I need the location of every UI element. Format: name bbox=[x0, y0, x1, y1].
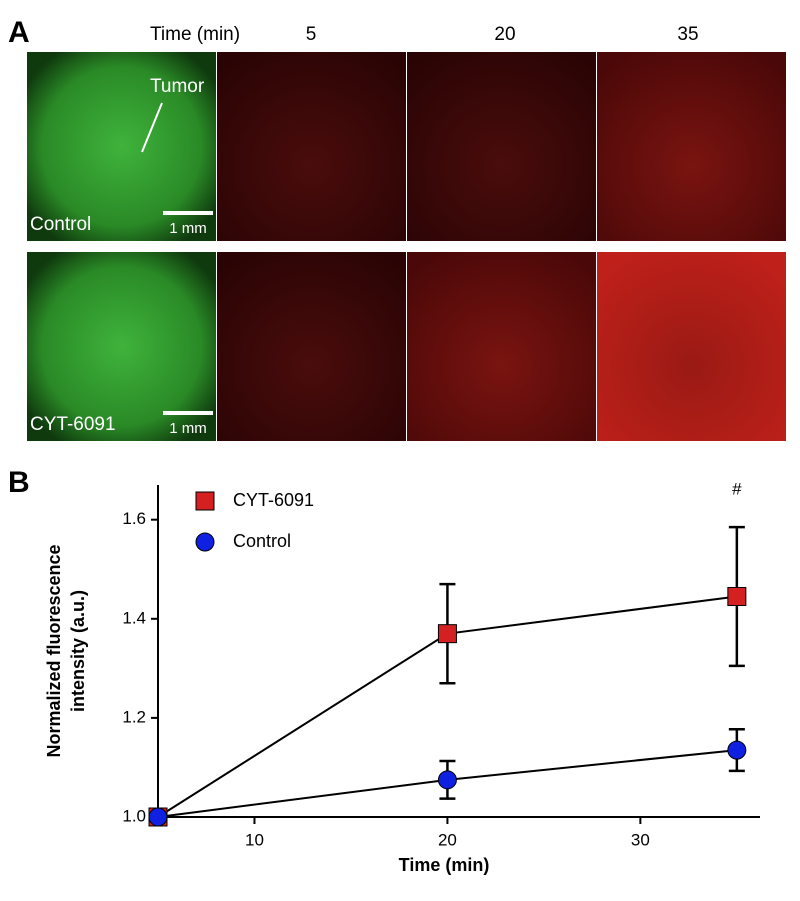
time-label: 35 bbox=[677, 24, 698, 45]
image bbox=[407, 252, 596, 441]
y-tick-label: 1.2 bbox=[122, 707, 146, 726]
image bbox=[27, 52, 216, 241]
image bbox=[27, 252, 216, 441]
image bbox=[407, 52, 596, 241]
image bbox=[217, 252, 406, 441]
x-tick-label: 30 bbox=[631, 830, 650, 849]
image bbox=[597, 252, 786, 441]
row-label: Control bbox=[30, 214, 91, 235]
marker bbox=[437, 770, 457, 790]
marker bbox=[727, 740, 747, 760]
time-label: 5 bbox=[306, 24, 317, 45]
x-axis-title: Time (min) bbox=[399, 855, 490, 875]
legend-marker bbox=[195, 532, 215, 552]
row-label: CYT-6091 bbox=[30, 414, 116, 435]
y-axis-title: Normalized fluorescence bbox=[44, 544, 64, 757]
time-header: Time (min) bbox=[150, 24, 240, 45]
y-tick-label: 1.0 bbox=[122, 806, 146, 825]
y-axis-title: intensity (a.u.) bbox=[68, 590, 88, 712]
annotation: # bbox=[732, 479, 742, 498]
image-row: CYT-6091 1 mm bbox=[27, 252, 786, 441]
pointer bbox=[141, 102, 163, 153]
panel-label: A bbox=[8, 16, 30, 49]
image-row: Tumor Control 1 mm bbox=[27, 52, 786, 241]
scale-label: 1 mm bbox=[169, 420, 207, 437]
scale-bar bbox=[163, 211, 213, 215]
marker bbox=[148, 807, 168, 827]
y-tick-label: 1.4 bbox=[122, 608, 146, 627]
scale-label: 1 mm bbox=[169, 220, 207, 237]
marker bbox=[437, 624, 457, 644]
x-tick-label: 20 bbox=[438, 830, 457, 849]
panel-label: B bbox=[8, 466, 30, 499]
x-tick-label: 10 bbox=[245, 830, 264, 849]
scale-bar bbox=[163, 411, 213, 415]
legend-label: Control bbox=[233, 531, 291, 551]
image bbox=[597, 52, 786, 241]
legend-marker bbox=[195, 491, 215, 511]
chart: 1.0 1.2 1.4 1.6 10 20 30 Time (min) Normalized f… bbox=[44, 479, 760, 875]
y-tick-label: 1.6 bbox=[122, 509, 146, 528]
annotation: Tumor bbox=[150, 76, 205, 97]
time-label: 20 bbox=[494, 24, 515, 45]
marker bbox=[727, 586, 747, 606]
image bbox=[217, 52, 406, 241]
legend-label: CYT-6091 bbox=[233, 490, 314, 510]
